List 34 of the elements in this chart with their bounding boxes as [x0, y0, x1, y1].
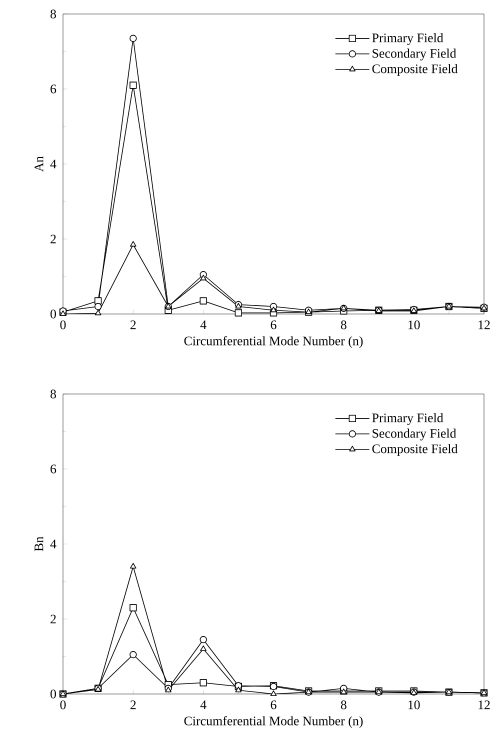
y-tick-label: 4	[50, 540, 56, 548]
x-tick-label: 12	[478, 320, 490, 330]
legend-label: Composite Field	[372, 64, 458, 76]
y-tick-label: 8	[50, 10, 56, 18]
y-axis-title: Bn	[34, 536, 44, 552]
x-axis-title: Circumferential Mode Number (n)	[184, 716, 363, 728]
x-tick-label: 6	[270, 320, 276, 330]
legend-label: Composite Field	[372, 444, 458, 456]
x-tick-label: 10	[408, 320, 420, 330]
y-tick-label: 2	[50, 234, 56, 244]
x-axis-title: Circumferential Mode Number (n)	[184, 336, 363, 348]
x-tick-label: 8	[340, 320, 346, 330]
y-axis-title: An	[34, 156, 44, 172]
legend-label: Primary Field	[372, 33, 444, 45]
x-tick-label: 2	[130, 320, 136, 330]
x-tick-label: 6	[270, 700, 276, 710]
y-tick-label: 6	[50, 464, 56, 474]
x-tick-label: 8	[340, 700, 346, 710]
x-tick-label: 0	[60, 700, 66, 710]
y-tick-label: 0	[50, 690, 56, 698]
x-tick-label: 4	[200, 700, 206, 710]
x-tick-label: 10	[408, 700, 420, 710]
x-tick-label: 0	[60, 320, 66, 330]
x-tick-label: 12	[478, 700, 490, 710]
y-tick-label: 0	[50, 310, 56, 318]
x-tick-label: 2	[130, 700, 136, 710]
legend-label: Secondary Field	[372, 428, 456, 440]
y-tick-label: 8	[50, 390, 56, 398]
legend-label: Primary Field	[372, 413, 444, 425]
x-tick-label: 4	[200, 320, 206, 330]
y-tick-label: 6	[50, 84, 56, 94]
legend-label: Secondary Field	[372, 48, 456, 60]
y-tick-label: 2	[50, 614, 56, 624]
y-tick-label: 4	[50, 160, 56, 168]
